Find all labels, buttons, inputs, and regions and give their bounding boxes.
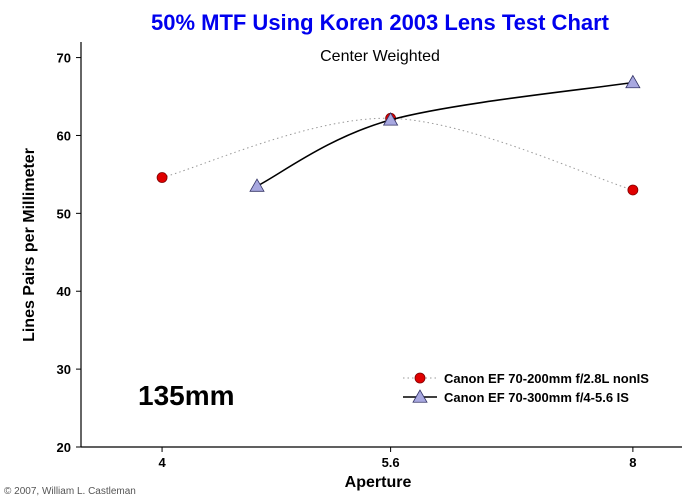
y-tick-label: 30: [57, 362, 71, 377]
legend-marker: [412, 389, 428, 403]
x-ticks: 4 5.6 8: [158, 447, 636, 470]
y-tick-label: 40: [57, 284, 71, 299]
y-tick-label: 20: [57, 440, 71, 455]
data-point: [625, 74, 641, 89]
legend: Canon EF 70-200mm f/2.8L nonIS Canon EF 7…: [403, 371, 649, 405]
series-line: [256, 81, 633, 187]
data-point: [627, 184, 639, 196]
x-tick-label: 8: [629, 455, 636, 470]
legend-label: Canon EF 70-300mm f/4-5.6 IS: [444, 390, 629, 405]
series-1: [156, 112, 639, 196]
y-ticks: 20 30 40 50 60 70: [57, 51, 81, 455]
data-point: [156, 172, 168, 183]
series-line: [161, 117, 634, 191]
legend-label: Canon EF 70-200mm f/2.8L nonIS: [444, 371, 649, 386]
annotation-focal-length: 135mm: [138, 380, 235, 411]
y-axis-label: Lines Pairs per Millimeter: [21, 148, 38, 342]
data-point: [249, 178, 265, 192]
y-tick-label: 50: [57, 206, 71, 221]
y-tick-label: 70: [57, 51, 71, 66]
x-tick-label: 4: [158, 455, 166, 470]
chart-subtitle: Center Weighted: [320, 48, 440, 65]
x-tick-label: 5.6: [382, 455, 400, 470]
legend-marker: [414, 372, 426, 384]
copyright-text: © 2007, William L. Castleman: [4, 486, 136, 497]
chart-title: 50% MTF Using Koren 2003 Lens Test Chart: [151, 10, 610, 35]
y-tick-label: 60: [57, 128, 71, 143]
data-point: [382, 112, 399, 126]
series-layer: [156, 74, 641, 196]
series-2: [249, 74, 641, 192]
x-axis-label: Aperture: [345, 474, 412, 491]
